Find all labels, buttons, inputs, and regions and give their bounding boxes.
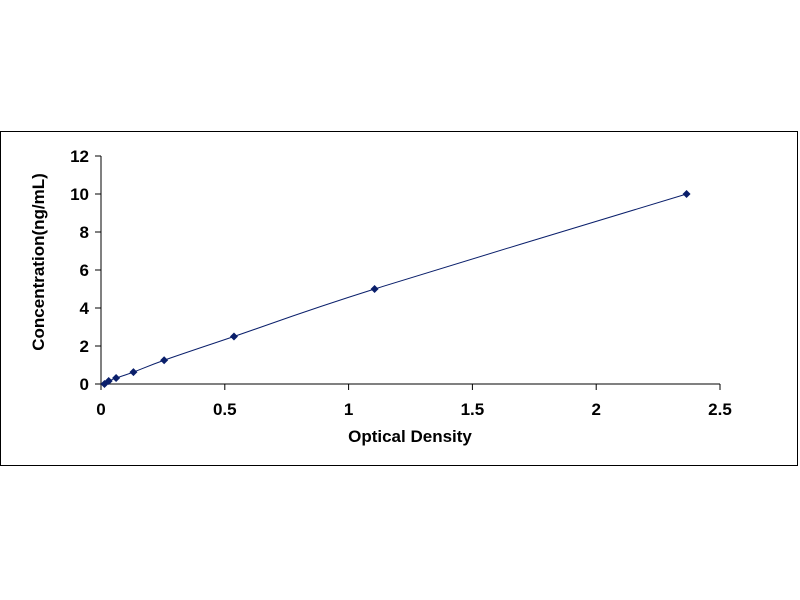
data-point-diamond — [370, 285, 379, 293]
x-tick-label: 0 — [96, 400, 105, 419]
data-point-diamond — [104, 377, 113, 386]
data-points — [100, 190, 691, 388]
data-point-diamond — [129, 368, 138, 377]
y-tick-label: 4 — [80, 299, 90, 318]
y-axis-title: Concentration(ng/mL) — [29, 173, 48, 351]
y-tick-label: 6 — [80, 261, 89, 280]
x-tick-label: 2.5 — [708, 400, 732, 419]
y-tick-label: 2 — [80, 337, 89, 356]
ticks: 0 2 4 6 8 10 12 0 0.5 1 1.5 2 2.5 — [70, 147, 732, 419]
x-tick-label: 1 — [344, 400, 353, 419]
chart-frame — [0, 131, 798, 466]
data-point-diamond — [682, 190, 691, 198]
y-tick-label: 0 — [80, 375, 89, 394]
x-axis-title: Optical Density — [348, 427, 472, 446]
data-point-diamond — [112, 374, 121, 383]
fitted-curve — [104, 193, 687, 385]
y-tick-label: 10 — [70, 185, 89, 204]
x-tick-label: 0.5 — [213, 400, 237, 419]
data-point-diamond — [160, 356, 169, 365]
x-tick-label: 1.5 — [461, 400, 485, 419]
y-tick-label: 8 — [80, 223, 89, 242]
y-tick-label: 12 — [70, 147, 89, 166]
x-tick-label: 2 — [591, 400, 600, 419]
data-point-diamond — [229, 332, 238, 341]
